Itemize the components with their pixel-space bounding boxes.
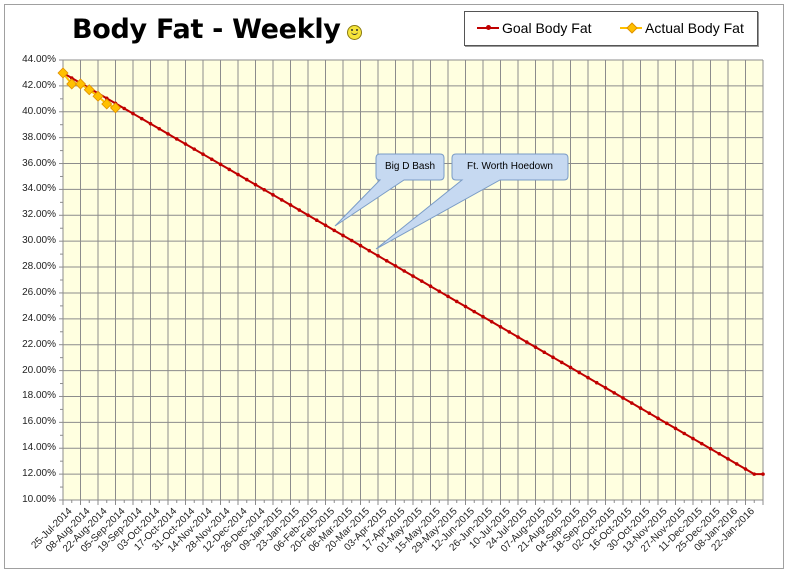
chart-title: Body Fat - Weekly (72, 14, 341, 45)
legend-label-actual: Actual Body Fat (645, 20, 744, 36)
y-tick-label: 24.00% (22, 312, 56, 324)
legend-label-goal: Goal Body Fat (502, 20, 592, 36)
actual-diamond-marker-icon (620, 22, 642, 34)
actual-data-point (57, 67, 69, 79)
actual-data-point (109, 102, 122, 114)
y-tick-label: 40.00% (22, 105, 56, 117)
smiley-face-icon (347, 25, 362, 40)
y-tick-label: 16.00% (22, 416, 56, 428)
y-tick-label: 20.00% (22, 364, 56, 376)
callout-bubble (375, 153, 569, 250)
y-tick-label: 38.00% (22, 131, 56, 143)
y-tick-label: 36.00% (22, 157, 56, 169)
actual-data-point (83, 84, 95, 96)
y-tick-label: 18.00% (22, 390, 56, 402)
callout-label: Ft. Worth Hoedown (467, 161, 553, 172)
y-tick-label: 12.00% (22, 468, 56, 480)
y-tick-label: 22.00% (22, 338, 56, 350)
actual-data-point (66, 78, 78, 90)
y-tick-label: 42.00% (22, 79, 56, 91)
y-tick-label: 10.00% (22, 494, 56, 505)
y-tick-label: 44.00% (22, 54, 56, 65)
y-tick-label: 32.00% (22, 209, 56, 221)
callout-label: Big D Bash (384, 161, 436, 172)
legend-item-actual: Actual Body Fat (620, 20, 744, 36)
y-tick-label: 14.00% (22, 442, 56, 454)
y-tick-label: 28.00% (22, 261, 56, 273)
actual-data-point (74, 78, 87, 90)
y-tick-label: 30.00% (22, 235, 56, 247)
actual-data-point (101, 98, 113, 110)
y-tick-label: 34.00% (22, 183, 56, 195)
chart-legend: Goal Body Fat Actual Body Fat (464, 11, 758, 46)
actual-data-point (92, 90, 104, 102)
legend-item-goal: Goal Body Fat (477, 20, 592, 36)
callout-bubble (334, 153, 445, 227)
y-tick-label: 26.00% (22, 286, 56, 298)
goal-line-marker-icon (477, 25, 499, 30)
